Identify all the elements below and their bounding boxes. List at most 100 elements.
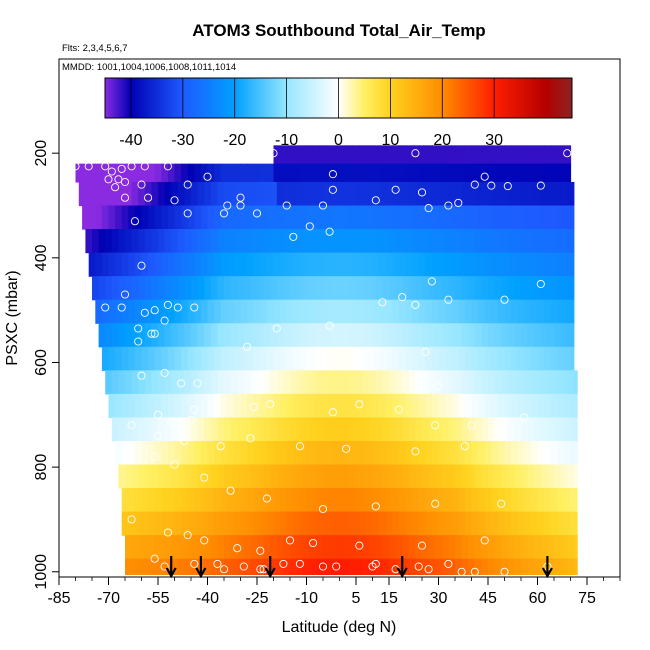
field-cell bbox=[214, 488, 222, 513]
field-cell bbox=[326, 299, 334, 324]
field-cell bbox=[336, 464, 344, 489]
field-cell bbox=[468, 370, 476, 395]
field-cell bbox=[478, 511, 486, 536]
observation-marker bbox=[417, 188, 427, 197]
field-cell bbox=[560, 535, 568, 560]
field-cell bbox=[550, 163, 558, 183]
field-cell bbox=[270, 323, 278, 348]
field-cell bbox=[293, 393, 301, 419]
field-cell bbox=[167, 205, 176, 230]
field-cell bbox=[359, 252, 367, 277]
field-cell bbox=[372, 205, 380, 230]
observation-marker bbox=[325, 321, 334, 330]
field-cell bbox=[134, 488, 143, 513]
field-cell bbox=[303, 464, 311, 489]
field-cell bbox=[233, 205, 242, 230]
field-cell bbox=[422, 417, 430, 442]
field-cell bbox=[488, 370, 496, 395]
field-cell bbox=[339, 252, 347, 277]
field-cell bbox=[204, 558, 212, 575]
field-cell bbox=[379, 440, 387, 466]
field-cell bbox=[273, 488, 281, 513]
field-cell bbox=[379, 393, 387, 419]
field-cell bbox=[174, 346, 182, 371]
field-cell bbox=[319, 346, 327, 371]
field-cell bbox=[217, 229, 225, 254]
field-cell bbox=[455, 417, 463, 442]
field-cell bbox=[408, 417, 416, 442]
field-cell bbox=[263, 558, 271, 575]
field-cell bbox=[385, 252, 393, 277]
field-cell bbox=[369, 558, 377, 575]
field-cell bbox=[445, 488, 453, 513]
field-cell bbox=[313, 346, 321, 371]
field-cell bbox=[131, 276, 139, 301]
field-cell bbox=[567, 558, 575, 575]
observation-marker bbox=[328, 185, 337, 194]
field-cell bbox=[270, 464, 278, 489]
field-cell bbox=[224, 535, 232, 560]
field-cell bbox=[567, 229, 575, 254]
field-cell bbox=[144, 276, 152, 301]
field-cell bbox=[530, 440, 539, 466]
field-cell bbox=[550, 511, 558, 536]
field-cell bbox=[263, 276, 271, 301]
field-cell bbox=[428, 181, 436, 207]
field-cell bbox=[131, 558, 139, 575]
observation-marker bbox=[173, 303, 182, 312]
x-tick-label: 45 bbox=[479, 590, 497, 607]
field-cell bbox=[329, 276, 337, 301]
field-cell bbox=[570, 299, 575, 324]
field-cell bbox=[540, 535, 548, 560]
field-cell bbox=[537, 488, 545, 513]
field-cell bbox=[151, 535, 159, 560]
observation-marker bbox=[497, 499, 506, 508]
field-cell bbox=[263, 181, 271, 207]
field-cell bbox=[187, 440, 195, 466]
field-cell bbox=[445, 252, 453, 277]
field-cell bbox=[530, 393, 539, 419]
field-cell bbox=[527, 370, 535, 395]
field-cell bbox=[524, 488, 532, 513]
field-cell bbox=[128, 346, 136, 371]
field-cell bbox=[253, 440, 261, 466]
field-cell bbox=[273, 393, 281, 419]
field-cell bbox=[319, 488, 327, 513]
field-cell bbox=[194, 488, 202, 513]
field-cell bbox=[521, 181, 529, 207]
field-cell bbox=[247, 393, 255, 419]
field-cell bbox=[158, 535, 166, 560]
field-cell bbox=[161, 393, 169, 419]
field-cell bbox=[299, 299, 308, 324]
field-cell bbox=[224, 558, 232, 575]
field-cell bbox=[174, 440, 182, 466]
field-cell bbox=[563, 299, 572, 324]
field-cell bbox=[224, 417, 232, 442]
field-cell bbox=[567, 535, 575, 560]
field-cell bbox=[497, 393, 506, 419]
field-cell bbox=[481, 276, 489, 301]
field-cell bbox=[134, 205, 143, 230]
y-tick-label: 800 bbox=[33, 454, 50, 481]
field-cell bbox=[392, 252, 400, 277]
field-cell bbox=[257, 323, 265, 348]
observation-marker bbox=[140, 162, 149, 171]
field-cell bbox=[468, 229, 476, 254]
observation-marker bbox=[520, 413, 529, 422]
observation-marker bbox=[318, 201, 328, 210]
field-cell bbox=[530, 346, 539, 371]
field-cell bbox=[316, 229, 324, 254]
field-cell bbox=[349, 464, 357, 489]
field-cell bbox=[570, 346, 575, 371]
colorbar-tick-label: 20 bbox=[433, 132, 451, 149]
field-cell bbox=[481, 229, 489, 254]
field-cell bbox=[260, 393, 268, 419]
field-cell bbox=[445, 440, 453, 466]
field-cell bbox=[240, 205, 248, 230]
field-cell bbox=[507, 276, 515, 301]
field-cell bbox=[332, 145, 341, 165]
field-cell bbox=[174, 252, 182, 277]
observation-marker bbox=[470, 180, 479, 189]
field-cell bbox=[392, 346, 400, 371]
